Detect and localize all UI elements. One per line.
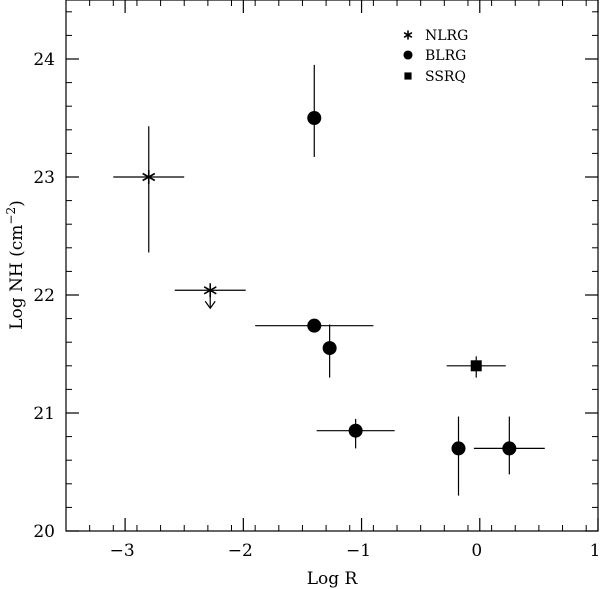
legend: NLRG BLRG SSRQ: [403, 28, 468, 85]
y-tick-label: 23: [33, 168, 55, 188]
asterisk-stroke: [403, 32, 413, 38]
data-point-nlrg: [174, 283, 246, 310]
x-tick-label: 1: [590, 541, 600, 561]
minor-ticks: [65, 0, 598, 532]
data-point-blrg: [473, 416, 545, 475]
circle-marker: [502, 441, 517, 456]
data-point-ssrq: [446, 356, 506, 378]
asterisk-marker: [203, 283, 217, 298]
asterisk-marker: [403, 30, 413, 40]
legend-label-nlrg: NLRG: [425, 28, 468, 44]
data-point-blrg: [451, 416, 466, 496]
data-layer: [113, 64, 545, 496]
legend-label-blrg: BLRG: [425, 48, 466, 64]
x-tick-label: −2: [228, 541, 253, 561]
y-axis-title-main: Log NH (cm: [7, 225, 27, 330]
major-ticks: [66, 0, 599, 532]
y-axis-title-exponent: −2: [4, 207, 18, 225]
data-point-blrg: [255, 318, 374, 333]
circle-marker: [403, 50, 413, 60]
square-marker: [470, 360, 482, 372]
asterisk-stroke: [142, 172, 156, 182]
plot-frame: [65, 0, 599, 532]
circle-marker: [307, 318, 322, 333]
y-tick-label: 24: [33, 50, 55, 70]
asterisk-stroke: [203, 286, 217, 295]
y-axis-title-close: ): [7, 200, 27, 207]
data-point-nlrg: [113, 126, 185, 253]
square-marker: [404, 72, 412, 80]
legend-label-ssrq: SSRQ: [425, 69, 466, 85]
asterisk-marker: [142, 170, 156, 184]
tick-labels: −3 −2 −1 0 1 20 21 22 23 24: [33, 50, 600, 561]
x-axis-title: Log R: [307, 569, 359, 589]
circle-marker: [451, 441, 466, 456]
data-point-blrg: [316, 418, 395, 449]
y-tick-label: 22: [33, 286, 55, 306]
circle-marker: [307, 111, 322, 125]
arrow-head: [204, 300, 216, 310]
x-tick-label: 0: [471, 541, 482, 561]
data-point-blrg: [307, 64, 322, 157]
x-tick-label: −3: [110, 541, 135, 561]
circle-marker: [322, 341, 337, 356]
legend-markers: [403, 30, 413, 80]
y-tick-label: 20: [33, 522, 55, 542]
y-tick-label: 21: [33, 404, 55, 424]
circle-marker: [348, 423, 363, 438]
data-point-blrg: [322, 324, 337, 378]
y-axis-title: Log NH (cm−2): [4, 200, 27, 330]
x-tick-label: −1: [346, 541, 371, 561]
